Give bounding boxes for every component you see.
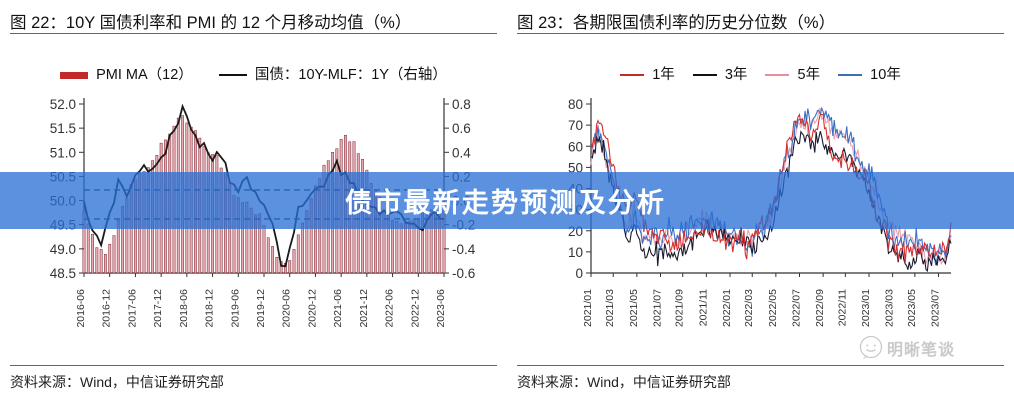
svg-text:2022-06: 2022-06: [384, 289, 396, 328]
svg-text:2017-12: 2017-12: [152, 289, 164, 328]
svg-text:10: 10: [568, 245, 583, 260]
svg-text:0.8: 0.8: [452, 97, 471, 112]
svg-text:2022/05: 2022/05: [767, 289, 779, 327]
svg-text:-0.6: -0.6: [452, 266, 475, 281]
svg-text:2022/09: 2022/09: [814, 289, 826, 327]
svg-text:2022/01: 2022/01: [721, 289, 733, 327]
svg-text:2023-06: 2023-06: [435, 289, 447, 328]
svg-text:2023/05: 2023/05: [906, 289, 918, 327]
svg-text:2021/03: 2021/03: [604, 289, 616, 327]
svg-text:49.0: 49.0: [50, 242, 76, 257]
svg-text:51.5: 51.5: [50, 121, 76, 136]
svg-text:2019-12: 2019-12: [255, 289, 267, 328]
svg-text:0: 0: [575, 266, 583, 281]
svg-text:2022-12: 2022-12: [409, 289, 421, 328]
svg-text:2016-12: 2016-12: [101, 289, 113, 328]
svg-text:2023/01: 2023/01: [860, 289, 872, 327]
svg-text:2016-06: 2016-06: [75, 289, 87, 328]
svg-text:48.5: 48.5: [50, 266, 76, 281]
svg-text:2021/01: 2021/01: [582, 289, 594, 327]
svg-text:0.4: 0.4: [452, 145, 471, 160]
svg-text:52.0: 52.0: [50, 97, 76, 112]
svg-text:60: 60: [568, 139, 583, 154]
svg-text:2022/03: 2022/03: [743, 289, 755, 327]
svg-text:2022/11: 2022/11: [836, 289, 848, 326]
svg-text:80: 80: [568, 97, 583, 112]
svg-text:70: 70: [568, 118, 583, 133]
svg-text:2023/03: 2023/03: [884, 289, 896, 327]
svg-text:2021/05: 2021/05: [628, 289, 640, 327]
svg-text:2018-06: 2018-06: [178, 289, 190, 328]
svg-text:-0.4: -0.4: [452, 242, 476, 257]
svg-text:2020-06: 2020-06: [281, 289, 293, 328]
svg-text:51.0: 51.0: [50, 145, 76, 160]
svg-text:2020-12: 2020-12: [306, 289, 318, 328]
svg-text:2021/11: 2021/11: [697, 289, 709, 326]
svg-text:2022/07: 2022/07: [790, 289, 802, 327]
svg-text:2021/09: 2021/09: [674, 289, 686, 327]
svg-text:2023/07: 2023/07: [929, 289, 941, 327]
svg-text:2018-12: 2018-12: [204, 289, 216, 328]
svg-text:2017-06: 2017-06: [126, 289, 138, 328]
svg-text:2021/07: 2021/07: [652, 289, 664, 327]
svg-text:2021-12: 2021-12: [358, 289, 370, 328]
svg-text:2019-06: 2019-06: [229, 289, 241, 328]
svg-text:2021-06: 2021-06: [332, 289, 344, 328]
svg-text:0.6: 0.6: [452, 121, 471, 136]
